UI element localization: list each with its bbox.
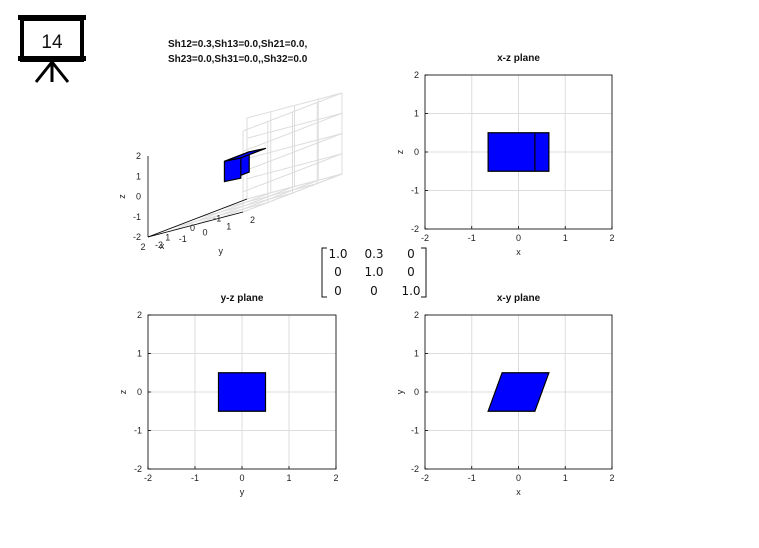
x-tick-label: 0 xyxy=(516,233,521,243)
matrix-cell: 0.3 xyxy=(364,247,383,261)
y-axis-label: z xyxy=(118,389,128,394)
y-tick-label: 1 xyxy=(414,349,419,359)
box-face xyxy=(223,157,242,183)
x-tick-label: -1 xyxy=(191,473,199,483)
y-tick-label: -2 xyxy=(155,240,163,250)
slide-number: 14 xyxy=(41,32,63,53)
y-tick-label: 2 xyxy=(250,215,255,225)
x-tick-label: -1 xyxy=(468,233,476,243)
matrix-cell: 1.0 xyxy=(401,284,420,298)
y-tick-label: 1 xyxy=(137,349,142,359)
chart-title-line-2: Sh23=0.0,Sh31=0.0,,Sh32=0.0 xyxy=(168,54,308,65)
matrix-right-bracket xyxy=(421,247,427,298)
z-tick-label: 1 xyxy=(136,171,141,181)
y-tick-label: -2 xyxy=(411,224,419,234)
axes-frame xyxy=(147,314,337,470)
y-tick-label: -1 xyxy=(134,426,142,436)
y-tick-label: 2 xyxy=(414,310,419,320)
shear-matrix: 1.0 0.3 0 0 1.0 0 0 0 1.0 xyxy=(321,247,427,298)
x-axis-label: y xyxy=(240,487,245,497)
grid-line xyxy=(242,112,343,152)
y-tick-label: 2 xyxy=(137,310,142,320)
matrix-cell: 0 xyxy=(407,265,415,279)
y-tick-label: -1 xyxy=(411,186,419,196)
matrix-cell: 0 xyxy=(370,284,378,298)
axes-frame xyxy=(424,74,613,230)
y-tick-label: 0 xyxy=(414,387,419,397)
grid-line xyxy=(246,112,343,139)
matrix-cell: 0 xyxy=(334,284,342,298)
x-tick-label: 0 xyxy=(239,473,244,483)
matrix-cell: 1.0 xyxy=(328,247,347,261)
x-tick-label: 0 xyxy=(516,473,521,483)
matrix-cell: 0 xyxy=(334,265,342,279)
x-tick-label: -1 xyxy=(468,473,476,483)
chart-xz-plane: -2 -1 0 1 2 -2 -1 0 1 2 x-z plane x z xyxy=(395,53,615,257)
y-tick-label: 0 xyxy=(203,228,208,238)
z-tick-label: -1 xyxy=(133,212,141,222)
grid-line xyxy=(195,186,295,225)
chart-title-line-1: Sh12=0.3,Sh13=0.0,Sh21=0.0, xyxy=(168,39,307,50)
shape-face xyxy=(487,132,550,172)
x-tick-label: 1 xyxy=(563,473,568,483)
x-tick-label: 2 xyxy=(333,473,338,483)
z-tick-label: -2 xyxy=(133,232,141,242)
x-axis-label: x xyxy=(516,247,521,257)
y-axis-label: y xyxy=(219,246,224,256)
grid-line xyxy=(246,133,343,159)
presentation-board-icon: 14 xyxy=(18,15,86,83)
z-axis-label: z xyxy=(117,194,127,199)
z-tick-label: 0 xyxy=(136,192,141,202)
x-tick-label: 0 xyxy=(190,223,195,233)
grid-line xyxy=(242,133,343,172)
x-tick-label: 1 xyxy=(563,233,568,243)
x-axis-label: x xyxy=(160,241,165,251)
y-axis-label: z xyxy=(395,149,405,154)
y-axis-label: y xyxy=(395,389,405,394)
matrix-cell: 1.0 xyxy=(364,265,383,279)
x-tick-label: -2 xyxy=(144,473,152,483)
chart-xy-plane: -2 -1 0 1 2 -2 -1 0 1 2 x-y plane x y xyxy=(395,293,615,497)
x-tick-label: -2 xyxy=(421,233,429,243)
grid-line xyxy=(242,173,343,213)
matrix-cell: 0 xyxy=(407,247,415,261)
chart-title: y-z plane xyxy=(221,293,264,304)
shape-face xyxy=(217,372,267,412)
chart-title: x-y plane xyxy=(497,293,541,304)
axis-line xyxy=(147,198,248,238)
x-axis-label: x xyxy=(516,487,521,497)
y-tick-label: 1 xyxy=(226,221,231,231)
y-tick-label: 1 xyxy=(414,109,419,119)
x-tick-label: 2 xyxy=(609,233,614,243)
y-tick-label: 2 xyxy=(414,70,419,80)
matrix-left-bracket xyxy=(321,247,327,298)
x-tick-label: 2 xyxy=(140,242,145,252)
x-tick-label: 1 xyxy=(165,233,170,243)
x-tick-label: 1 xyxy=(286,473,291,483)
y-tick-label: -1 xyxy=(179,234,187,244)
grid-line xyxy=(219,179,319,219)
y-tick-label: 0 xyxy=(137,387,142,397)
chart-title: x-z plane xyxy=(497,53,540,64)
grid-line xyxy=(242,92,343,132)
chart-yz-plane: -2 -1 0 1 2 -2 -1 0 1 2 y-z plane y z xyxy=(118,293,339,497)
x-tick-label: 2 xyxy=(609,473,614,483)
y-tick-label: 0 xyxy=(414,147,419,157)
x-tick-label: -2 xyxy=(421,473,429,483)
grid-line xyxy=(172,202,268,228)
shape-face xyxy=(487,372,550,412)
y-tick-label: -2 xyxy=(411,464,419,474)
y-tick-label: -2 xyxy=(134,464,142,474)
x-tick-label: -1 xyxy=(213,214,221,224)
z-tick-label: 2 xyxy=(136,151,141,161)
y-tick-label: -1 xyxy=(411,426,419,436)
axes-frame xyxy=(424,314,613,470)
grid-line xyxy=(246,92,343,119)
axis-line xyxy=(147,211,244,238)
box-face xyxy=(223,147,267,162)
